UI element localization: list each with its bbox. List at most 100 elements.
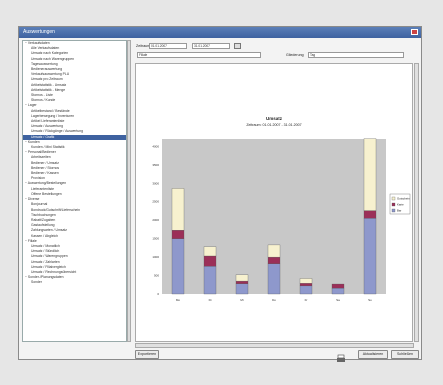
tree-item[interactable]: Umsatz / Rückgänge / Auswertung — [31, 129, 84, 134]
export-button[interactable]: Exportieren — [135, 350, 159, 359]
x-tick-label: Mi — [240, 298, 243, 302]
close-window-icon[interactable] — [411, 29, 418, 35]
tree-item[interactable]: − Diverse — [25, 197, 40, 202]
tree-item[interactable]: Umsatz / Auswertung — [31, 124, 64, 129]
legend-label: Karte — [397, 203, 404, 207]
y-tick-label: 1000 — [152, 255, 159, 259]
bar-segment — [331, 287, 345, 295]
tree-item[interactable]: Tagesauswertung — [31, 61, 58, 66]
date-to-field[interactable]: 31.01.2007 — [192, 43, 230, 49]
tree-item[interactable]: Bondruck/Gutschrift/Lieferschein — [31, 207, 80, 212]
tree-item[interactable]: Kunden / Mini Statistik — [31, 145, 65, 150]
bar-segment — [363, 138, 377, 211]
report-tree[interactable]: − Verkaufsdaten Alle Verkaufsdaten Umsatz … — [22, 40, 127, 342]
tree-item[interactable]: Umsatz / Grafik — [23, 134, 126, 140]
tree-item[interactable]: − Sonder-/Planungsdaten — [25, 275, 64, 280]
tree-item[interactable]: Lieferantenliste — [31, 186, 54, 191]
tree-item[interactable]: Umsatz / Zahlarten — [31, 259, 60, 264]
tree-item[interactable]: Tischbuchungen — [31, 212, 56, 217]
x-tick-label: Fr — [305, 298, 308, 302]
bar-segment — [235, 274, 249, 282]
tree-item[interactable]: Rabatt/Zugaben — [31, 217, 56, 222]
y-tick-label: 2500 — [152, 200, 159, 204]
bar-segment — [299, 285, 313, 295]
y-tick-label: 2000 — [152, 218, 159, 222]
tree-item[interactable]: Bedienerauswertung — [31, 67, 63, 72]
tree-item[interactable]: Gastaufstellung — [31, 223, 55, 228]
period-label: Zeitraum — [136, 44, 151, 48]
bar-segment — [171, 238, 185, 295]
tree-item[interactable]: Kassen / Abgleich — [31, 233, 58, 238]
branch-select[interactable]: Filiale — [137, 52, 261, 58]
bar-segment — [203, 255, 217, 267]
app-window: Auswertungen − Verkaufsdaten Alle Verkauf… — [18, 26, 422, 362]
tree-item[interactable]: Zahlungsarten / Umsatz — [31, 228, 67, 233]
tree-item[interactable]: Artikel Lieferantenliste — [31, 119, 65, 124]
filter-toolbar: Zeitraum 01.01.2007 31.01.2007 Filiale G… — [135, 40, 418, 62]
horizontal-scrollbar[interactable] — [135, 343, 414, 348]
legend-swatch — [391, 196, 396, 201]
tree-item[interactable]: − Filiale — [25, 238, 37, 243]
x-tick-label: Di — [209, 298, 212, 302]
x-tick-label: Sa — [336, 298, 340, 302]
tree-item[interactable]: Artikelbestand / Bestände — [31, 108, 70, 113]
tree-item[interactable]: Bediener / Umsatz — [31, 160, 59, 165]
chart-subtitle: Zeitraum: 01.01.2007 - 31.01.2007 — [246, 123, 301, 127]
chart-scrollbar[interactable] — [414, 63, 419, 342]
tree-item[interactable]: Stornos - Liste — [31, 93, 53, 98]
tree-item[interactable]: Umsatz / Filialvergleich — [31, 264, 66, 269]
refresh-button[interactable]: Aktualisieren — [358, 350, 388, 359]
tree-item[interactable]: Umsatz / Rechnungsübersicht — [31, 269, 77, 274]
printer-icon[interactable] — [336, 350, 346, 362]
y-tick-label: 3500 — [152, 163, 159, 167]
tree-item[interactable]: Umsatz / Stündlich — [31, 249, 60, 254]
tree-item[interactable]: Alle Verkaufsdaten — [31, 46, 60, 51]
tree-item[interactable]: − Verkaufsdaten — [25, 41, 50, 45]
tree-item[interactable]: − Personal/Bediener — [25, 150, 56, 155]
tree-item[interactable]: Sonder — [31, 280, 42, 285]
grouping-select[interactable]: Tag — [308, 52, 404, 58]
x-tick-label: Mo — [176, 298, 180, 302]
bar-segment — [171, 188, 185, 231]
date-from-field[interactable]: 01.01.2007 — [149, 43, 187, 49]
tree-item[interactable]: Artikelstatistik - Menge — [31, 87, 66, 92]
tree-item[interactable]: Offene Bestellungen — [31, 191, 62, 196]
tree-item[interactable]: Provision — [31, 176, 45, 181]
bar-segment — [235, 280, 249, 284]
tree-item[interactable]: Umsatz / Warengruppen — [31, 254, 68, 259]
bar-segment — [363, 210, 377, 219]
x-tick-label: Do — [272, 298, 276, 302]
tree-item[interactable]: Stornos / Kunde — [31, 98, 56, 103]
tree-item[interactable]: Bediener / Stornos — [31, 165, 60, 170]
tree-item[interactable]: Umsatz nach Warengruppen — [31, 56, 75, 61]
close-button[interactable]: Schließen — [391, 350, 419, 359]
tree-item[interactable]: Lagerbewegung / Inventuren — [31, 113, 75, 118]
bar-segment — [267, 256, 281, 264]
tree-item[interactable]: Artikelstatistik - Umsatz — [31, 82, 67, 87]
bar-segment — [299, 283, 313, 287]
y-tick-label: 500 — [154, 274, 159, 278]
bar-segment — [203, 246, 217, 257]
bar-segment — [235, 283, 249, 295]
tree-item[interactable]: Bediener / Kassen — [31, 171, 59, 176]
bar-segment — [331, 283, 345, 289]
bar-segment — [171, 230, 185, 239]
bar-segment — [267, 244, 281, 258]
tree-item[interactable]: − Auswertung/Bestellungen — [25, 181, 67, 186]
calendar-icon[interactable] — [234, 43, 241, 49]
tree-item[interactable]: Arbeitszeiten — [31, 155, 51, 160]
tree-item[interactable]: Umsatz nach Kategorien — [31, 51, 69, 56]
tree-item[interactable]: − Lager — [25, 103, 37, 108]
bar-segment — [299, 278, 313, 284]
chart-title: Umsatz — [266, 116, 283, 121]
tree-item[interactable]: Verkaufsauswertung PLU — [31, 72, 70, 77]
tree-item[interactable]: Bonjournal — [31, 202, 48, 207]
tree-scrollbar[interactable] — [127, 40, 131, 342]
tree-item[interactable]: Umsatz pro Zeitraum — [31, 77, 63, 82]
legend-swatch — [391, 202, 396, 207]
tree-item[interactable]: − Kunden — [25, 139, 40, 144]
revenue-chart: Umsatz Zeitraum: 01.01.2007 - 31.01.2007 0… — [152, 116, 411, 302]
window-title: Auswertungen — [19, 27, 421, 38]
bar-segment — [267, 263, 281, 295]
tree-item[interactable]: Umsatz / Monatlich — [31, 243, 60, 248]
